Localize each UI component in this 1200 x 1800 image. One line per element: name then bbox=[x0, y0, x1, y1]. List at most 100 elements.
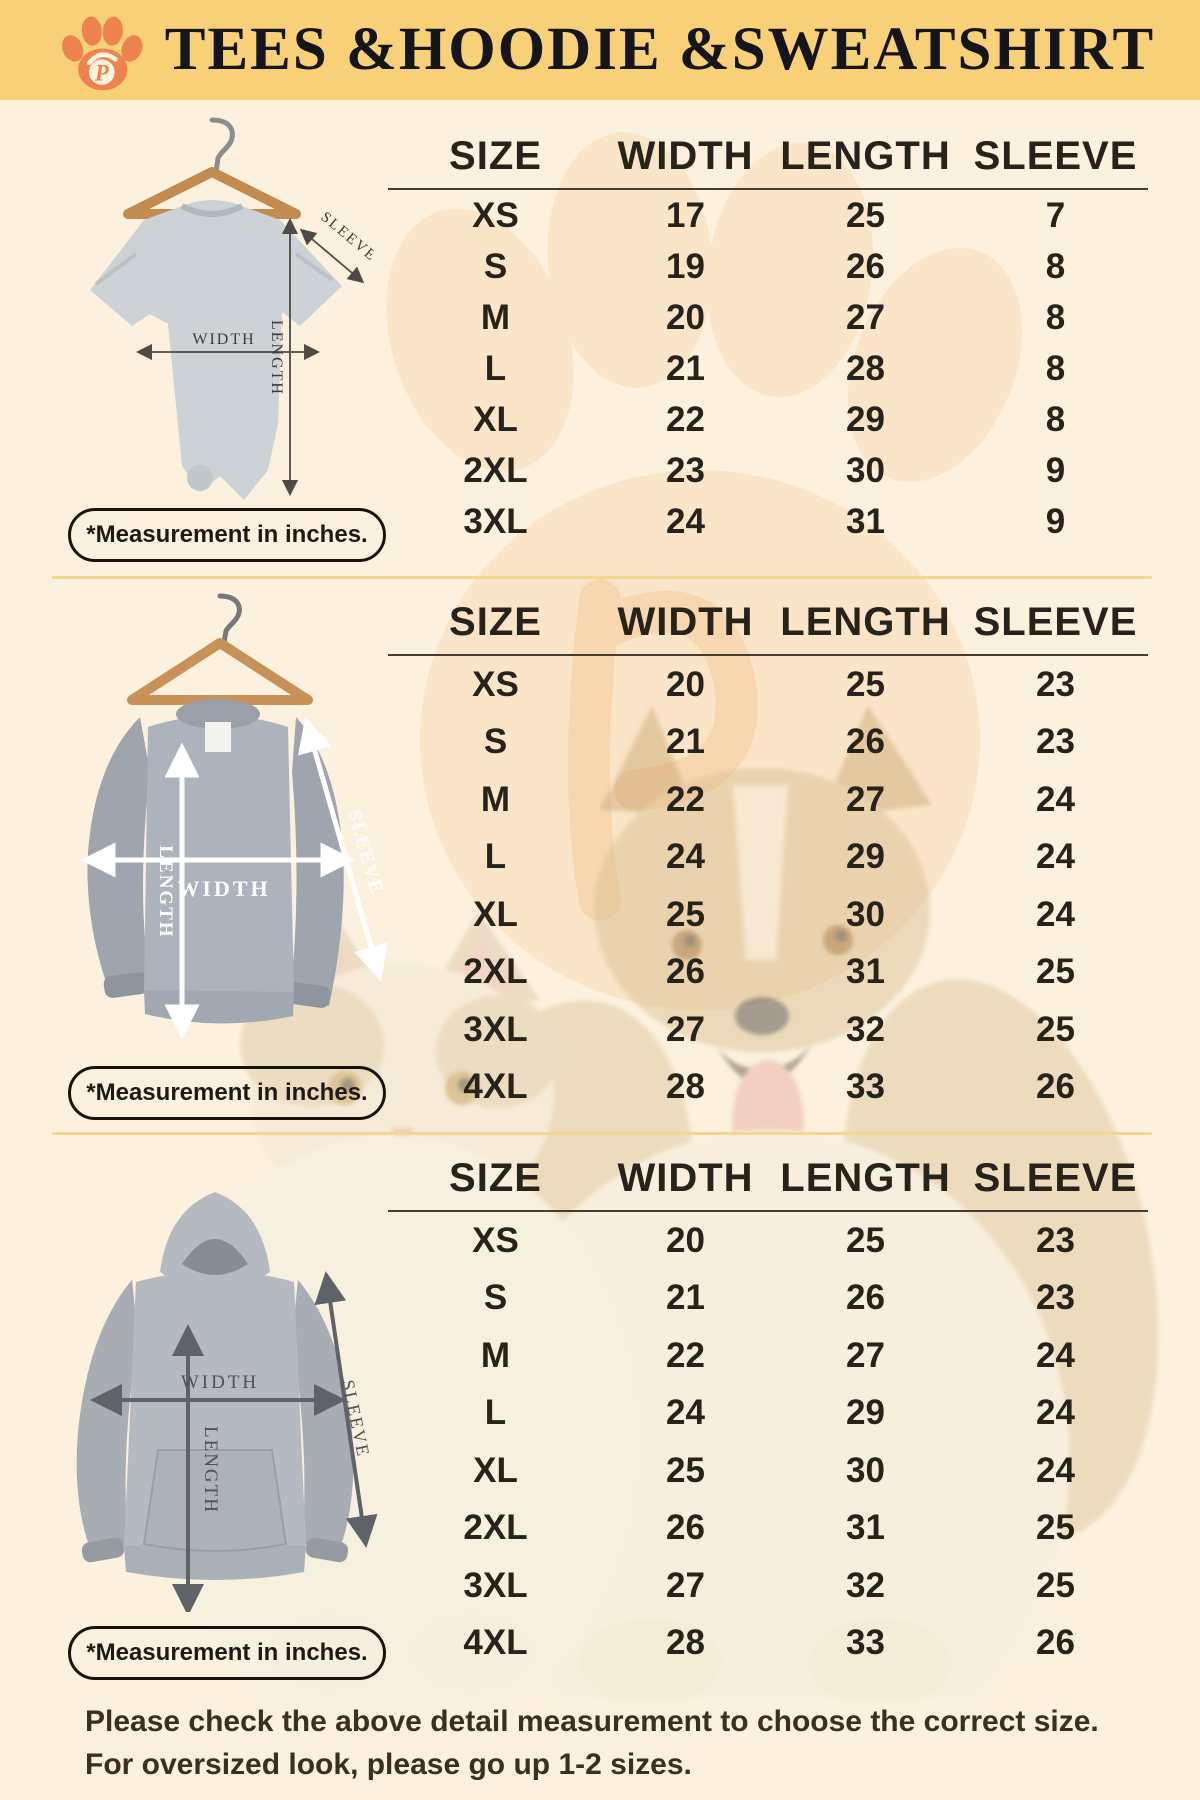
table-cell: 25 bbox=[666, 1450, 705, 1490]
table-cell: 2XL bbox=[463, 952, 528, 992]
table-cell: 21 bbox=[666, 722, 705, 762]
column-header: LENGTH bbox=[780, 134, 951, 178]
table-cell: 24 bbox=[666, 837, 705, 877]
table-cell: 9 bbox=[1045, 501, 1066, 541]
measurement-note: *Measurement in inches. bbox=[68, 1066, 386, 1120]
table-cell: 27 bbox=[846, 1335, 885, 1375]
table-row: L 21 28 8 bbox=[388, 343, 1148, 394]
table-cell: XL bbox=[473, 894, 518, 934]
table-cell: 23 bbox=[1036, 664, 1075, 704]
table-cell: 26 bbox=[846, 1278, 885, 1318]
table-row: M 22 27 24 bbox=[388, 771, 1148, 829]
table-cell: 26 bbox=[846, 246, 885, 286]
table-row: XL 22 29 8 bbox=[388, 394, 1148, 445]
table-cell: 33 bbox=[846, 1623, 885, 1663]
table-cell: 8 bbox=[1045, 399, 1066, 439]
table-cell: 24 bbox=[1036, 779, 1075, 819]
column-header: SIZE bbox=[449, 600, 542, 644]
table-cell: 22 bbox=[666, 1335, 705, 1375]
table-row: 2XL 26 31 25 bbox=[388, 944, 1148, 1002]
table-cell: 25 bbox=[1036, 1565, 1075, 1605]
table-row: 3XL 24 31 9 bbox=[388, 496, 1148, 547]
section-divider bbox=[52, 576, 1152, 579]
table-cell: 32 bbox=[846, 1009, 885, 1049]
table-cell: 30 bbox=[846, 1450, 885, 1490]
svg-text:P: P bbox=[94, 60, 110, 85]
table-cell: 8 bbox=[1045, 348, 1066, 388]
section-divider bbox=[52, 1132, 1152, 1135]
table-cell: M bbox=[480, 779, 511, 819]
table-cell: 26 bbox=[846, 722, 885, 762]
table-row: XL 25 30 24 bbox=[388, 1442, 1148, 1500]
table-row: S 21 26 23 bbox=[388, 714, 1148, 772]
table-cell: S bbox=[483, 246, 508, 286]
table-cell: 25 bbox=[1036, 1009, 1075, 1049]
table-header-row: SIZE WIDTH LENGTH SLEEVE bbox=[388, 1156, 1148, 1212]
table-cell: XS bbox=[472, 664, 519, 704]
table-cell: 24 bbox=[1036, 894, 1075, 934]
table-cell: 24 bbox=[666, 1393, 705, 1433]
column-header: WIDTH bbox=[617, 134, 754, 178]
table-cell: 30 bbox=[846, 894, 885, 934]
table-cell: 23 bbox=[1036, 1220, 1075, 1260]
page-title: TEES &HOODIE &SWEATSHIRT bbox=[164, 16, 1156, 83]
table-cell: 24 bbox=[1036, 1393, 1075, 1433]
table-cell: 28 bbox=[846, 348, 885, 388]
table-cell: 20 bbox=[666, 297, 705, 337]
table-cell: 17 bbox=[666, 195, 705, 235]
column-header: SLEEVE bbox=[973, 1156, 1138, 1200]
paw-logo-icon: P bbox=[62, 16, 143, 91]
column-header: WIDTH bbox=[617, 1156, 754, 1200]
table-body: XS 17 25 7 S 19 26 8 M 20 27 8 L 21 28 8 XL 22 29 8 2XL 23 30 9… bbox=[388, 190, 1148, 547]
table-cell: 23 bbox=[1036, 1278, 1075, 1318]
length-measure-label: LENGTH bbox=[268, 320, 285, 396]
table-row: 3XL 27 32 25 bbox=[388, 1001, 1148, 1059]
table-row: S 21 26 23 bbox=[388, 1270, 1148, 1328]
length-measure-label: LENGTH bbox=[155, 845, 176, 938]
width-measure-label: WIDTH bbox=[181, 1372, 259, 1393]
table-cell: 25 bbox=[846, 664, 885, 704]
table-cell: 24 bbox=[666, 501, 705, 541]
table-cell: 25 bbox=[846, 1220, 885, 1260]
table-cell: 24 bbox=[1036, 837, 1075, 877]
table-cell: 31 bbox=[846, 952, 885, 992]
table-row: M 20 27 8 bbox=[388, 292, 1148, 343]
table-cell: 19 bbox=[666, 246, 705, 286]
table-cell: 26 bbox=[1036, 1623, 1075, 1663]
table-cell: 29 bbox=[846, 837, 885, 877]
table-cell: 26 bbox=[666, 1508, 705, 1548]
table-cell: 25 bbox=[1036, 952, 1075, 992]
footer-note: Please check the above detail measuremen… bbox=[85, 1700, 1155, 1786]
table-cell: XS bbox=[472, 195, 519, 235]
width-measure-label: WIDTH bbox=[192, 331, 255, 348]
table-cell: 27 bbox=[846, 779, 885, 819]
table-row: XS 17 25 7 bbox=[388, 190, 1148, 241]
table-cell: M bbox=[480, 297, 511, 337]
header-banner: P TEES &HOODIE &SWEATSHIRT bbox=[0, 0, 1200, 100]
table-cell: 20 bbox=[666, 664, 705, 704]
table-cell: 26 bbox=[1036, 1067, 1075, 1107]
table-body: XS 20 25 23 S 21 26 23 M 22 27 24 L 24 29 24 XL 25 30 24 2XL… bbox=[388, 656, 1148, 1116]
column-header: SLEEVE bbox=[973, 600, 1138, 644]
table-cell: 4XL bbox=[463, 1623, 528, 1663]
table-cell: 25 bbox=[666, 894, 705, 934]
table-cell: 31 bbox=[846, 1508, 885, 1548]
table-cell: 28 bbox=[666, 1623, 705, 1663]
table-header-row: SIZE WIDTH LENGTH SLEEVE bbox=[388, 134, 1148, 190]
table-cell: 23 bbox=[666, 450, 705, 490]
footer-line-2: For oversized look, please go up 1-2 siz… bbox=[85, 1748, 692, 1781]
table-cell: 26 bbox=[666, 952, 705, 992]
table-body: XS 20 25 23 S 21 26 23 M 22 27 24 L 24 29 24 XL 25 30 24 2XL… bbox=[388, 1212, 1148, 1672]
table-cell: 32 bbox=[846, 1565, 885, 1605]
column-header: SIZE bbox=[449, 1156, 542, 1200]
table-cell: 22 bbox=[666, 399, 705, 439]
table-row: 2XL 23 30 9 bbox=[388, 445, 1148, 496]
table-cell: 25 bbox=[1036, 1508, 1075, 1548]
table-row: L 24 29 24 bbox=[388, 1385, 1148, 1443]
table-cell: XS bbox=[472, 1220, 519, 1260]
width-measure-label: WIDTH bbox=[177, 876, 270, 901]
table-cell: S bbox=[483, 722, 508, 762]
table-cell: 30 bbox=[846, 450, 885, 490]
table-cell: 31 bbox=[846, 501, 885, 541]
